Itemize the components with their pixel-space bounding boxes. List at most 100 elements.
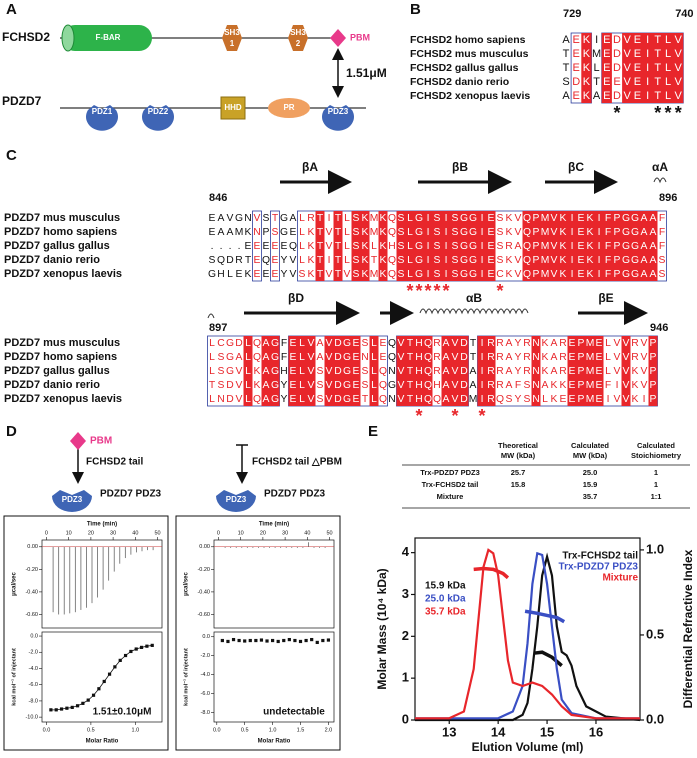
residue: A [263,394,270,405]
dri-curve [415,548,640,720]
residue: H [415,338,422,349]
residue: V [641,380,648,391]
isotherm-point [259,638,264,642]
species-name: PDZD7 mus musculus [4,337,120,349]
residue: P [614,227,621,238]
residue: E [272,269,279,280]
residue: K [632,394,639,405]
residue: L [665,90,671,102]
residue: I [598,227,601,238]
residue: M [586,366,595,377]
pdz-domain [51,490,92,513]
residue: E [353,394,360,405]
residue: T [245,255,252,266]
residue: R [559,338,566,349]
isotherm-point [282,638,286,643]
residue: N [532,380,539,391]
residue: L [605,352,611,363]
residue: K [632,380,639,391]
residue: G [226,366,234,377]
residue: Q [289,241,297,252]
residue: E [603,48,610,60]
residue: I [607,394,610,405]
residue: S [218,352,225,363]
residue: P [614,255,621,266]
pdz-domain [216,490,256,512]
residue: L [299,366,305,377]
isotherm-point [271,638,275,643]
residue: V [236,394,243,405]
residue: F [605,241,611,252]
residue: R [496,338,503,349]
residue: K [362,241,369,252]
residue: V [326,227,333,238]
residue: S [398,227,405,238]
residue: V [675,62,683,74]
plot-frame [41,631,163,723]
residue: F [605,255,611,266]
residue: D [460,380,467,391]
result-text: undetectable [263,707,325,718]
residue: S [452,241,459,252]
dri-curve [415,552,641,722]
receptor-label: PDZD7 PDZ3 [100,489,162,500]
position-label: 729 [563,8,581,20]
residue: T [470,352,477,363]
residue: N [532,394,539,405]
residue [425,406,430,426]
residue: K [587,213,594,224]
residue: P [533,227,540,238]
panel-label: E [368,423,378,440]
residue: R [235,255,242,266]
residue: Y [515,338,522,349]
identical-block [261,336,280,406]
residue: P [650,352,657,363]
residue: A [263,338,270,349]
panel-label: A [6,1,17,18]
residue: I [598,241,601,252]
dri-curve [415,551,640,720]
isotherm-point [310,637,314,642]
residue: G [631,213,639,224]
residue: S [398,213,405,224]
residue: I [445,227,448,238]
tick-label: 1.0 [132,727,140,733]
residue: K [632,366,639,377]
tick-label: 40 [132,530,138,536]
residue: V [308,338,315,349]
residue: V [452,380,459,391]
residue: . [229,241,232,252]
residue: L [371,394,377,405]
residue: E [272,241,279,252]
tick-label: -0.20 [197,567,210,573]
residue: K [362,269,369,280]
residue: K [560,241,567,252]
residue: V [452,338,459,349]
residue: A [593,90,601,102]
residue: V [624,48,632,60]
residue: S [434,227,441,238]
residue: V [398,380,405,391]
identical-block [396,211,496,281]
species-name: PDZD7 xenopus laevis [4,268,122,280]
residue: I [445,255,448,266]
residue: E [290,366,297,377]
residue: * [433,281,440,301]
residue: S [497,213,504,224]
residue: L [299,227,305,238]
pdz-domain [322,105,354,131]
residue: E [603,90,610,102]
residue: E [488,227,495,238]
residue: K [587,227,594,238]
y2-tick-label: 0.5 [646,626,664,641]
fit-curve [50,644,153,711]
residue: H [415,394,422,405]
tick-label: 20 [260,530,266,536]
residue: V [675,48,683,60]
residue: R [487,366,494,377]
residue: F [659,213,665,224]
residue: * [442,281,449,301]
residue: S [317,380,324,391]
residue: L [299,338,305,349]
residue: D [613,62,621,74]
